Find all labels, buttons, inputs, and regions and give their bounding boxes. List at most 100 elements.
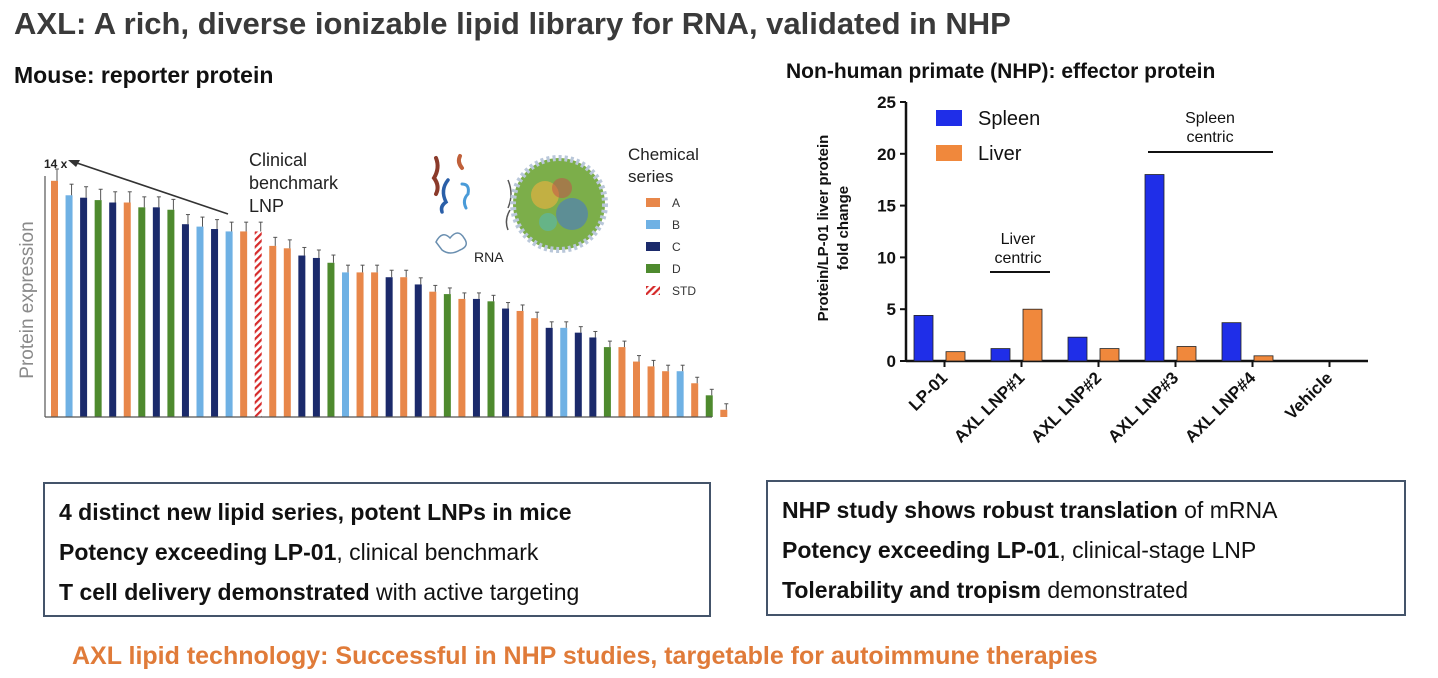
mouse-bar — [647, 366, 655, 417]
mouse-summary-line-3-rest: with active targeting — [369, 579, 580, 605]
mouse-bar — [269, 245, 277, 417]
mouse-bar — [531, 318, 539, 417]
mouse-bar — [342, 272, 349, 417]
fold-annotation: 14 x — [44, 157, 68, 171]
mouse-bar — [633, 361, 640, 417]
nhp-bar-liver — [1176, 346, 1197, 362]
mouse-summary-line-1: 4 distinct new lipid series, potent LNPs… — [59, 492, 697, 532]
mouse-bar — [603, 347, 611, 417]
fold-arrow-head — [68, 160, 80, 167]
mouse-bar — [327, 262, 335, 417]
mouse-bar — [720, 409, 728, 417]
nhp-summary-line-1-rest: of mRNA — [1177, 497, 1278, 523]
mouse-bar — [458, 298, 466, 417]
nhp-summary-line-3: Tolerability and tropism demonstrated — [782, 570, 1392, 610]
mouse-bar — [429, 291, 437, 417]
nhp-y-label-1: Protein/LP-01 liver protein — [815, 135, 832, 322]
mouse-bar — [676, 371, 684, 417]
nhp-y-tick-label: 15 — [877, 197, 896, 216]
mouse-bar — [181, 224, 189, 417]
mouse-bar — [51, 180, 58, 417]
mouse-bar — [211, 229, 219, 417]
mouse-bar — [94, 200, 102, 417]
nhp-x-tick-label: LP-01 — [905, 368, 951, 414]
nhp-bar-liver — [1099, 348, 1120, 362]
mouse-bar — [691, 383, 699, 417]
nhp-bar-spleen — [1067, 336, 1088, 362]
mouse-summary-line-3: T cell delivery demonstrated with active… — [59, 572, 697, 612]
nhp-x-tick-label: AXL LNP#1 — [950, 368, 1028, 446]
legend-swatch-a — [646, 198, 660, 207]
nhp-y-tick-label: 0 — [887, 352, 896, 371]
mouse-y-label: Protein expression — [17, 221, 38, 378]
mouse-bar — [472, 298, 480, 417]
nhp-summary-line-3-bold: Tolerability and tropism — [782, 577, 1041, 603]
mouse-bar — [662, 371, 670, 417]
mouse-bar — [400, 277, 408, 417]
benchmark-label-2: benchmark — [249, 173, 339, 193]
nhp-bar-liver — [1022, 308, 1043, 362]
legend-swatch-c — [646, 242, 660, 251]
nhp-bar-spleen — [1221, 322, 1242, 362]
spleen-centric-label-1: Spleen — [1185, 110, 1235, 127]
nhp-summary-line-1: NHP study shows robust translation of mR… — [782, 490, 1392, 530]
fold-arrow-line — [73, 161, 229, 215]
mouse-summary-line-2: Potency exceeding LP-01, clinical benchm… — [59, 532, 697, 572]
legend-label-b: B — [672, 218, 680, 232]
mouse-summary-line-2-rest: , clinical benchmark — [336, 539, 539, 565]
mouse-bar — [196, 226, 204, 417]
mouse-bar-chart: Protein expression 14 x Clinical benchma… — [17, 145, 729, 418]
mouse-bar — [240, 231, 248, 417]
mouse-bar — [516, 310, 524, 417]
nhp-summary-line-1-bold: NHP study shows robust translation — [782, 497, 1178, 523]
mouse-bar — [167, 209, 175, 417]
mouse-bar — [152, 207, 160, 417]
mouse-bar — [312, 257, 320, 417]
legend-label-liver: Liver — [978, 143, 1022, 165]
nhp-bar-spleen — [990, 348, 1011, 362]
nhp-summary-line-2: Potency exceeding LP-01, clinical-stage … — [782, 530, 1392, 570]
legend-label-spleen: Spleen — [978, 108, 1040, 130]
mouse-bar — [254, 231, 262, 417]
nhp-y-tick-label: 20 — [877, 145, 896, 164]
legend-label-c: C — [672, 240, 681, 254]
nhp-y-tick-label: 10 — [877, 248, 896, 267]
legend-title-2: series — [628, 167, 673, 186]
nhp-summary-box: NHP study shows robust translation of mR… — [766, 480, 1406, 616]
mouse-bar — [356, 272, 364, 417]
nhp-x-tick-label: AXL LNP#3 — [1104, 368, 1182, 446]
liver-centric-label-2: centric — [994, 250, 1041, 267]
mouse-bar — [560, 327, 568, 417]
liver-centric-label-1: Liver — [1001, 231, 1036, 248]
mouse-bar — [414, 284, 422, 417]
legend-swatch-d — [646, 264, 660, 273]
mouse-summary-box: 4 distinct new lipid series, potent LNPs… — [43, 482, 711, 617]
legend-swatch-std — [646, 286, 660, 295]
mouse-bar — [618, 347, 626, 417]
spleen-centric-label-2: centric — [1186, 129, 1233, 146]
nhp-chart-title: Non-human primate (NHP): effector protei… — [786, 60, 1216, 83]
mouse-bar — [705, 395, 713, 417]
mouse-bar — [502, 308, 510, 417]
nhp-summary-line-2-rest: , clinical-stage LNP — [1059, 537, 1257, 563]
mouse-summary-line-3-bold: T cell delivery demonstrated — [59, 579, 370, 605]
rna-lnp-illustration — [431, 154, 608, 254]
mouse-bar — [545, 327, 553, 417]
mouse-bar — [574, 332, 582, 417]
mouse-bar — [225, 231, 233, 417]
mouse-chart-title: Mouse: reporter protein — [14, 62, 274, 88]
nhp-x-tick-label: AXL LNP#4 — [1181, 368, 1259, 446]
nhp-x-tick-label: AXL LNP#2 — [1027, 368, 1105, 446]
legend-title-1: Chemical — [628, 145, 699, 164]
mouse-bar — [283, 248, 291, 417]
page-title: AXL: A rich, diverse ionizable lipid lib… — [14, 6, 1011, 41]
nhp-bar-liver — [945, 351, 966, 362]
nhp-y-tick-label: 5 — [887, 300, 896, 319]
mouse-bar — [80, 197, 88, 417]
mouse-bar — [371, 272, 379, 417]
mouse-bar — [443, 294, 451, 417]
rna-label: RNA — [474, 249, 504, 265]
mouse-bar — [589, 337, 597, 417]
